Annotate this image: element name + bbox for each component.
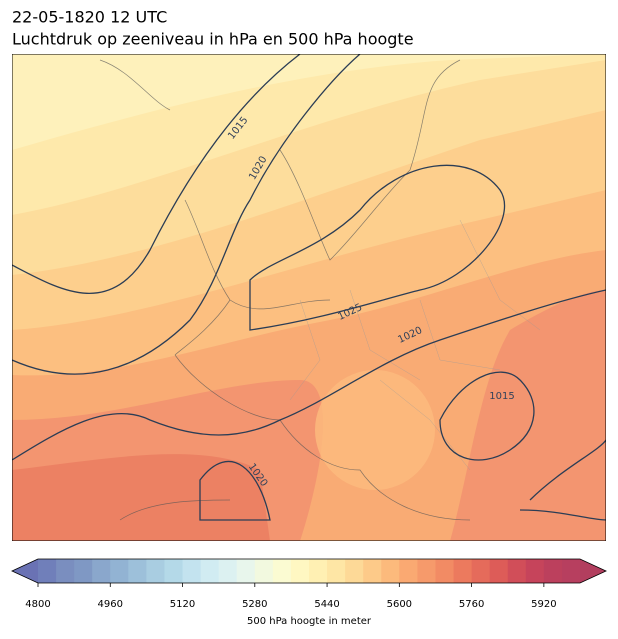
colorbar-swatch xyxy=(200,559,220,583)
colorbar-swatch xyxy=(254,559,274,583)
colorbar-swatch xyxy=(164,559,184,583)
colorbar-swatch xyxy=(272,559,292,583)
colorbar-swatch xyxy=(453,559,473,583)
colorbar-swatch xyxy=(110,559,129,583)
colorbar-swatch xyxy=(363,559,382,583)
colorbar-swatch xyxy=(417,559,436,583)
colorbar-extend-high xyxy=(580,559,606,583)
colorbar-swatch xyxy=(309,559,328,583)
colorbar-tick-label: 5120 xyxy=(170,599,195,610)
colorbar-swatch xyxy=(435,559,455,583)
colorbar-swatch xyxy=(56,559,75,583)
colorbar-tick-label: 4800 xyxy=(25,599,50,610)
colorbar-swatch xyxy=(128,559,147,583)
colorbar-swatch xyxy=(561,559,581,583)
colorbar-swatch xyxy=(182,559,202,583)
colorbar-tick-label: 5920 xyxy=(531,599,556,610)
colorbar-swatch xyxy=(327,559,346,583)
colorbar-swatch xyxy=(471,559,491,583)
colorbar-swatch xyxy=(146,559,165,583)
colorbar-tick-label: 5600 xyxy=(387,599,412,610)
colorbar-swatch xyxy=(543,559,563,583)
colorbar-tick-label: 5760 xyxy=(459,599,484,610)
map-area xyxy=(12,54,606,541)
colorbar-swatch xyxy=(399,559,418,583)
colorbar-swatch xyxy=(525,559,545,583)
map-title: Luchtdruk op zeeniveau in hPa en 500 hPa… xyxy=(12,30,414,49)
colorbar-swatch xyxy=(507,559,527,583)
colorbar-swatch xyxy=(92,559,111,583)
colorbar-swatch xyxy=(236,559,256,583)
colorbar-swatch xyxy=(381,559,400,583)
colorbar-swatch xyxy=(38,559,57,583)
contour-label: 1015 xyxy=(489,391,514,402)
colorbar-outline xyxy=(11,558,607,584)
colorbar-swatch xyxy=(74,559,93,583)
colorbar-swatch xyxy=(345,559,364,583)
colorbar-tick-label: 4960 xyxy=(98,599,123,610)
date-title: 22-05-1820 12 UTC xyxy=(12,8,167,27)
colorbar-label: 500 hPa hoogte in meter xyxy=(247,616,372,627)
colorbar-tick-label: 5440 xyxy=(314,599,339,610)
colorbar-tick-label: 5280 xyxy=(242,599,267,610)
colorbar-swatch xyxy=(290,559,310,583)
colorbar-extend-low xyxy=(12,559,38,583)
colorbar-swatch xyxy=(489,559,509,583)
colorbar-swatch xyxy=(218,559,238,583)
